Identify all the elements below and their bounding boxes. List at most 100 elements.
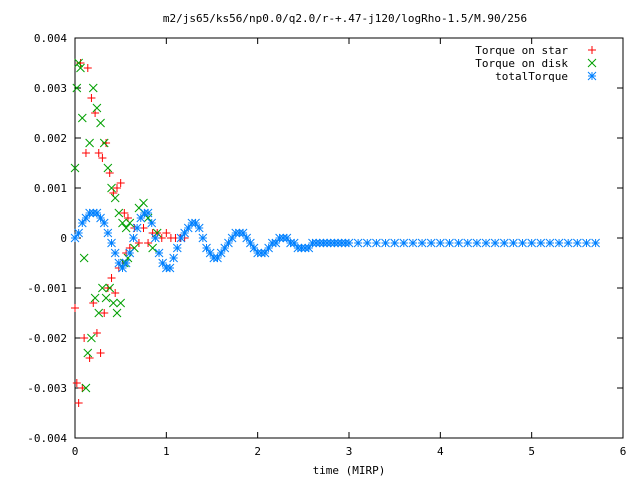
y-tick-label: -0.002 <box>27 332 67 345</box>
series-2-point <box>121 223 131 233</box>
x-tick-label: 3 <box>346 445 353 458</box>
series-2-point <box>148 243 157 253</box>
legend-label: Torque on disk <box>475 57 568 70</box>
series-2-point <box>105 283 115 293</box>
series-2-point <box>116 298 126 308</box>
series-3-point <box>399 238 409 248</box>
series-3-point <box>563 238 573 248</box>
series-2-point <box>112 308 122 318</box>
x-tick-label: 4 <box>437 445 444 458</box>
series-2-point <box>87 333 96 343</box>
series-3-point <box>472 238 482 248</box>
y-tick-label: 0 <box>60 232 67 245</box>
series-3-point <box>249 243 259 253</box>
series-3-point <box>246 238 255 248</box>
series-2-point <box>76 63 85 73</box>
series-3-point <box>96 213 105 223</box>
series-1-point <box>134 239 143 247</box>
series-3-point <box>158 258 168 268</box>
series-2-point <box>79 253 89 263</box>
series-1-point <box>78 384 87 392</box>
series-3-point <box>264 243 273 253</box>
series-3-point <box>242 233 252 243</box>
series-1-point <box>120 209 129 217</box>
series-3-point <box>77 218 87 228</box>
series-3-point <box>372 238 381 248</box>
series-2-point <box>118 218 127 228</box>
series-3-point <box>572 238 582 248</box>
series-3-point <box>527 238 537 248</box>
series-2-point <box>96 118 105 128</box>
series-3-point <box>381 238 390 248</box>
series-3-point <box>191 218 200 228</box>
series-2-point <box>114 208 124 218</box>
series-3-point <box>103 228 113 238</box>
legend-label: totalTorque <box>495 70 568 83</box>
x-tick-label: 2 <box>254 445 261 458</box>
series-3-point <box>227 233 237 243</box>
series-3-point <box>344 238 354 248</box>
series-3-point <box>176 233 186 243</box>
series-3-point <box>238 228 248 238</box>
series-3-point <box>194 223 204 233</box>
series-1-point <box>100 309 109 317</box>
series-3-point <box>390 238 400 248</box>
series-3-point <box>582 238 591 248</box>
x-tick-label: 0 <box>72 445 79 458</box>
series-3-point <box>114 258 124 268</box>
legend-marker-3 <box>587 71 597 81</box>
series-3-point <box>172 243 182 253</box>
series-3-point <box>169 253 178 263</box>
series-1-point <box>113 184 122 192</box>
series-3-point <box>129 233 138 243</box>
series-1-point <box>162 229 171 237</box>
series-2-point <box>103 163 113 173</box>
series-1-point <box>107 274 116 282</box>
series-3-point <box>132 223 142 233</box>
series-3-point <box>183 223 193 233</box>
series-2-point <box>99 138 109 148</box>
x-axis-label: time (MIRP) <box>313 464 386 477</box>
series-2-point <box>94 308 104 318</box>
series-3-point <box>304 243 314 253</box>
series-3-point <box>213 253 222 263</box>
series-3-point <box>205 248 215 258</box>
y-axis: -0.004 -0.003 -0.002 -0.001 0 0.001 0.002 0.003… <box>27 32 623 445</box>
series-3 <box>70 208 600 273</box>
series-3-point <box>92 208 102 218</box>
series-3-point <box>463 238 473 248</box>
legend-marker-1 <box>588 46 596 54</box>
series-3-point <box>509 238 518 248</box>
series-1 <box>71 59 189 407</box>
series-3-point <box>353 238 363 248</box>
series-2-point <box>152 228 162 238</box>
series-3-point <box>260 248 270 258</box>
series-2-point <box>139 198 148 208</box>
series-2-point <box>101 293 111 303</box>
x-axis: 0 1 2 3 4 5 6 <box>72 38 626 458</box>
series-2-point <box>88 83 98 93</box>
series-3-point <box>99 218 109 228</box>
series-2-point <box>125 218 135 228</box>
series-3-point <box>125 248 135 258</box>
series-1-point <box>71 304 79 312</box>
series-3-point <box>143 208 153 218</box>
series-2-point <box>98 283 107 293</box>
series-3-point <box>154 248 164 258</box>
series-3-point <box>74 228 84 238</box>
series-2-point <box>107 183 116 193</box>
series-1-point <box>80 334 89 342</box>
y-tick-label: 0.002 <box>34 132 67 145</box>
series-3-point <box>121 258 131 268</box>
series-1-point <box>72 379 81 387</box>
series-3-point <box>110 248 120 258</box>
y-tick-label: -0.004 <box>27 432 67 445</box>
series-layer <box>70 58 600 407</box>
series-1-point <box>116 179 125 187</box>
series-3-point <box>591 238 600 248</box>
series-1-point <box>103 284 112 292</box>
series-3-point <box>180 228 189 238</box>
series-2-point <box>123 253 133 263</box>
series-1-point <box>94 149 103 157</box>
